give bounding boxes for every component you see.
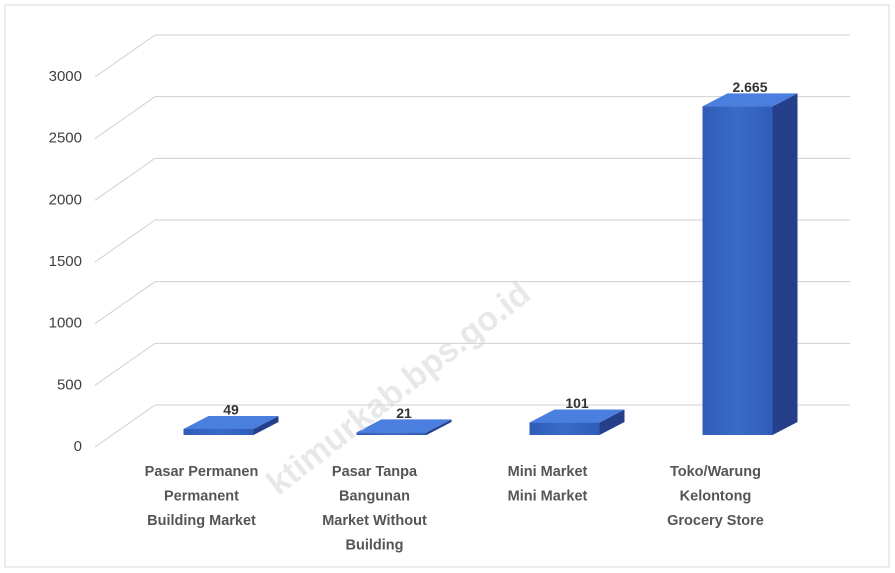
x-tick-label: Building (346, 537, 404, 553)
bar-front (356, 432, 427, 435)
bar-front (529, 422, 600, 435)
grid-line (94, 157, 850, 201)
y-tick-label: 1500 (49, 253, 82, 270)
x-tick-label: Toko/Warung (670, 464, 761, 480)
value-label: 49 (223, 402, 239, 418)
bar-top (702, 93, 798, 107)
y-tick-label: 2000 (49, 191, 82, 208)
bar (529, 409, 625, 435)
x-tick-label: Mini Market (508, 464, 588, 480)
bar-side (599, 409, 625, 435)
bar-side (426, 419, 452, 435)
bar-side (253, 415, 279, 435)
value-label: 101 (565, 395, 589, 411)
y-tick-label: 1000 (49, 315, 82, 332)
x-tick-label: Permanent (164, 488, 239, 504)
value-label: 2.665 (732, 79, 767, 95)
value-label: 21 (396, 405, 412, 421)
y-tick-label: 2500 (49, 130, 82, 147)
grid-line (94, 34, 850, 78)
bar-front (702, 106, 773, 436)
grid-line (94, 342, 850, 386)
bar-front (183, 428, 254, 435)
grid-line (94, 404, 850, 448)
grid-line (94, 219, 850, 263)
y-tick-label: 3000 (49, 68, 82, 85)
bar (183, 415, 279, 435)
x-tick-label: Mini Market (508, 488, 588, 504)
bar (702, 93, 798, 436)
bar-top (356, 419, 452, 433)
bar-top (529, 409, 625, 423)
x-tick-label: Market Without (322, 513, 427, 529)
bar-side (772, 93, 798, 436)
x-tick-label: Kelontong (680, 488, 752, 504)
bar-top (183, 415, 279, 429)
x-tick-label: Grocery Store (667, 513, 764, 529)
x-tick-label: Building Market (147, 513, 256, 529)
bar (356, 419, 452, 435)
grid-line (94, 96, 850, 140)
y-tick-label: 0 (74, 438, 82, 455)
x-tick-label: Pasar Tanpa (332, 464, 418, 480)
y-tick-label: 500 (57, 376, 82, 393)
x-tick-label: Bangunan (339, 488, 410, 504)
x-tick-label: Pasar Permanen (145, 464, 259, 480)
grid-line (94, 281, 850, 325)
